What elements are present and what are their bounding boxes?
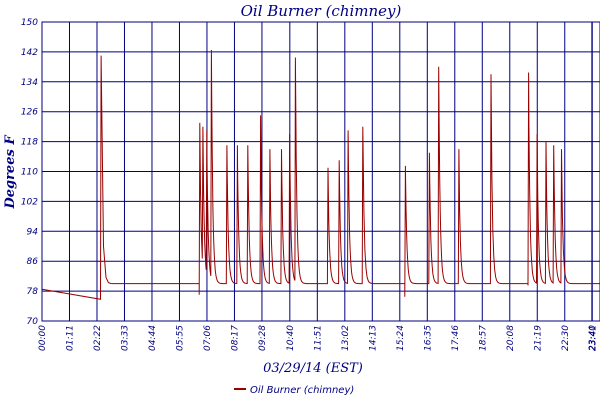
- x-tick-label: 23:40: [588, 325, 598, 351]
- y-tick-label: 142: [21, 48, 38, 58]
- series-group: [41, 49, 600, 300]
- x-tick-label: 05:55: [175, 325, 185, 351]
- x-tick-label: 16:35: [423, 325, 433, 351]
- x-tick-label: 04:44: [148, 325, 158, 351]
- x-tick-label: 14:13: [368, 325, 378, 351]
- x-tick-label: 22:30: [561, 325, 571, 351]
- y-tick-label: 118: [21, 138, 38, 148]
- x-tick-label: 00:00: [38, 325, 48, 351]
- x-tick-label: 10:40: [286, 325, 296, 351]
- x-tick-label: 13:02: [341, 325, 351, 351]
- y-tick-label: 94: [27, 227, 39, 237]
- y-axis-label: Degrees F: [3, 135, 18, 210]
- series-line-oil-burner: [41, 49, 600, 300]
- x-tick-label: 11:51: [313, 325, 323, 351]
- plot-frame: [41, 21, 600, 322]
- x-tick-label: 23:41: [588, 325, 598, 351]
- y-tick-label: 126: [21, 108, 38, 118]
- legend: Oil Burner (chimney): [234, 385, 354, 396]
- y-tick-label: 78: [27, 287, 39, 297]
- x-tick-label: 20:08: [506, 325, 516, 351]
- x-tick-label: 09:28: [258, 325, 268, 351]
- chart-title: Oil Burner (chimney): [241, 2, 402, 20]
- y-tick-label: 70: [27, 317, 39, 327]
- y-tick-labels: 70 78 86 94 102 110 118 126 134 142 150: [21, 18, 38, 327]
- x-tick-label: 07:06: [203, 325, 213, 351]
- x-tick-label: 17:46: [451, 325, 461, 351]
- y-tick-label: 102: [21, 197, 38, 207]
- x-tick-label: 15:24: [396, 325, 406, 351]
- y-tick-label: 150: [21, 18, 38, 28]
- y-tick-label: 110: [21, 168, 38, 178]
- x-tick-labels: 00:00 01:11 02:22 03:33 04:44 05:55 07:06 08:17…: [38, 325, 598, 351]
- x-tick-label: 08:17: [230, 325, 240, 351]
- y-tick-label: 86: [27, 257, 39, 267]
- y-tick-label: 134: [21, 78, 38, 88]
- x-tick-label: 21:19: [533, 325, 543, 351]
- x-tick-label: 18:57: [478, 325, 488, 351]
- legend-label: Oil Burner (chimney): [250, 385, 354, 396]
- x-tick-label: 01:11: [65, 325, 75, 351]
- grid-lines: [42, 21, 600, 322]
- x-tick-label: 02:22: [93, 325, 103, 351]
- x-tick-label: 03:33: [120, 325, 130, 351]
- x-axis-label: 03/29/14 (EST): [263, 361, 363, 376]
